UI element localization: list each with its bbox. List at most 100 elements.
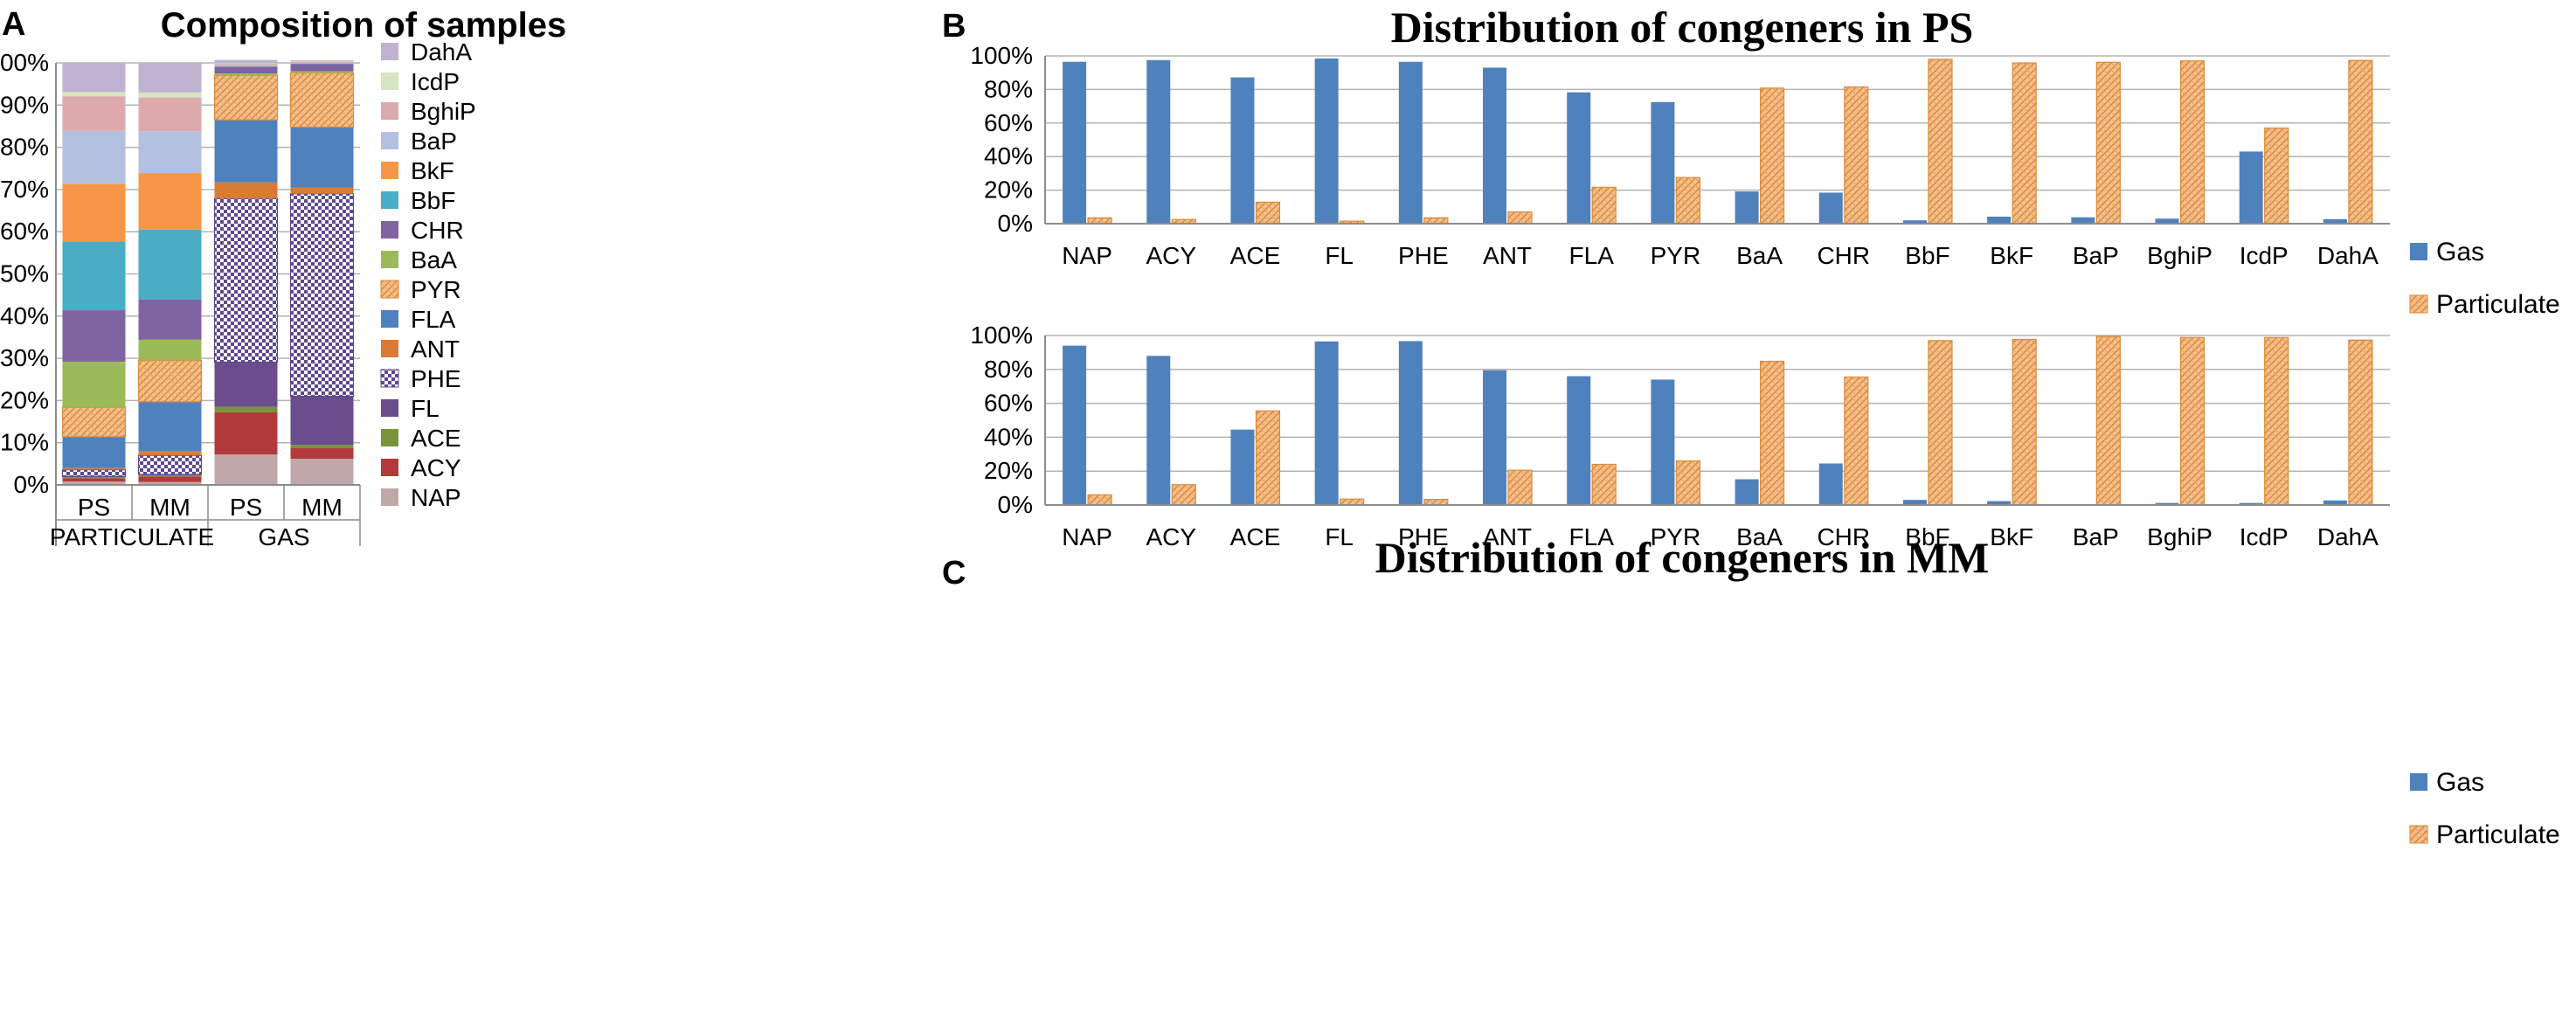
chart-b-title: Distribution of congeners in PS (1391, 3, 1974, 52)
chart-a-bar-acy (138, 476, 202, 482)
chart-a-bar-chr (62, 310, 126, 362)
chart-a-xtick-label: MM (301, 494, 343, 521)
chart-a-legend-swatch (381, 488, 398, 506)
chart-a-bar-fl (214, 362, 278, 407)
chart-c-xtick-label: DahA (2317, 523, 2379, 550)
chart-b-bar-gas (1314, 58, 1339, 224)
chart-c-xtick-label: FL (1325, 523, 1354, 550)
chart-b-legend-label: Particulate (2436, 290, 2560, 319)
chart-a-bar-nap (290, 459, 354, 485)
chart-a-bar-nap (214, 454, 278, 485)
chart-a-bar-chr (138, 299, 202, 340)
chart-b-bar-gas (1230, 77, 1255, 225)
chart-b-bar-gas (1146, 59, 1171, 224)
chart-a-bar-icdp (290, 61, 354, 62)
chart-c-bar-particulate (1928, 340, 1953, 506)
chart-a-legend-label: BghiP (411, 98, 476, 125)
chart-a-bar-bkf (290, 63, 354, 64)
chart-a-bar-bkf (138, 173, 202, 230)
chart-a-bar-fl (290, 396, 354, 446)
chart-b-bar-gas (2323, 218, 2347, 224)
chart-a-bar-baa (62, 361, 126, 408)
chart-a-bar-phe (213, 197, 279, 363)
chart-c-legend-label: Gas (2436, 768, 2484, 797)
chart-b-xtick-label: IcdP (2240, 242, 2289, 269)
chart-a-bar-baa (290, 71, 354, 73)
chart-b-bar-particulate (1507, 211, 1533, 225)
chart-b-xtick-label: CHR (1817, 242, 1870, 269)
chart-a-bar-bghip (290, 61, 354, 63)
chart-b-xtick-label: FL (1325, 242, 1354, 269)
chart-a-legend-label: FLA (411, 306, 456, 333)
chart-c-bar-gas (1063, 345, 1087, 505)
chart-a-bar-bghip (62, 96, 126, 131)
chart-b-bar-particulate (1928, 59, 1953, 225)
chart-c-xtick-label: ANT (1483, 523, 1532, 550)
chart-c-bar-gas (1314, 341, 1339, 505)
chart-a-legend-swatch (381, 399, 398, 417)
chart-b-xtick-label: PHE (1398, 242, 1449, 269)
chart-a-bar-bkf (62, 183, 126, 242)
chart-c-title: Distribution of congeners in MM (1375, 533, 1990, 582)
chart-c-xtick-label: ACY (1146, 523, 1196, 550)
chart-a-legend-swatch (381, 429, 398, 446)
chart-c-bar-gas (1146, 356, 1171, 505)
chart-c-ytick-label: 80% (984, 356, 1033, 383)
chart-a-bar-baa (138, 339, 202, 361)
chart-c-bar-particulate (1255, 410, 1281, 506)
chart-a-bar-bbf (138, 229, 202, 300)
chart-c-xtick-label: CHR (1817, 523, 1870, 550)
chart-c-xtick-label: BaP (2073, 523, 2119, 550)
chart-a-legend-label: ACE (411, 425, 461, 452)
chart-a-legend-swatch (381, 132, 398, 149)
chart-a-legend-label: NAP (411, 484, 461, 511)
chart-b-ytick-label: 0% (998, 210, 1033, 237)
chart-b-bar-particulate (1255, 201, 1281, 225)
chart-a-xtick-label: MM (149, 494, 190, 521)
chart-a-ytick-label: 80% (0, 134, 49, 161)
chart-c-legend-swatch-particulate (2409, 825, 2428, 844)
chart-c-bar-particulate (1844, 376, 1869, 506)
chart-a-ytick-label: 0% (14, 471, 49, 498)
chart-a-bar-daha (62, 63, 126, 93)
chart-a: 0% 10% 20% 30% 40% 50% 60% 70% 80% 90% 100% PS MM PS M… (0, 38, 476, 550)
chart-c-legend-label: Particulate (2436, 820, 2560, 849)
chart-b-xtick-label: BbF (1905, 242, 1949, 269)
chart-c-ytick-label: 60% (984, 390, 1033, 417)
chart-a-xtick-label: PS (230, 494, 262, 521)
chart-a-bar-ace (138, 474, 202, 477)
chart-a-legend-swatch (381, 221, 398, 239)
chart-c-bar-gas (1651, 379, 1675, 505)
chart-a-legend-swatch (381, 310, 398, 328)
chart-b-xtick-label: FLA (1569, 242, 1615, 269)
chart-a-bar-icdp (62, 92, 126, 97)
chart-c-ytick-label: 40% (984, 423, 1033, 450)
chart-c-bar-particulate (2012, 338, 2037, 506)
chart-c-xtick-label: IcdP (2240, 523, 2289, 550)
chart-b-bar-gas (1063, 61, 1087, 224)
chart-b-xtick-label: BkF (1990, 242, 2033, 269)
chart-c-xtick-label: BaA (1736, 523, 1783, 550)
chart-a-legend-swatch (380, 280, 399, 299)
chart-c-bar-particulate (2179, 336, 2206, 506)
chart-b-ytick-label: 20% (984, 176, 1033, 204)
chart-b-bar-gas (2239, 151, 2263, 224)
chart-c-bar-gas (2155, 502, 2179, 505)
chart-c-bar-particulate (1591, 463, 1617, 506)
chart-b-bar-gas (1567, 92, 1591, 224)
chart-b-ytick-label: 40% (984, 142, 1033, 170)
chart-a-legend-swatch (381, 459, 398, 476)
chart-b-bar-particulate (2095, 61, 2121, 225)
chart-b-bar-particulate (1675, 176, 1701, 225)
chart-a-legend-label: ACY (411, 454, 461, 481)
chart-a-legend-swatch (381, 102, 398, 120)
chart-c-bar-particulate (1759, 360, 1785, 506)
chart-b-bar-particulate (1844, 86, 1869, 225)
chart-a-bar-ant (62, 467, 126, 470)
chart-a-bar-bghip (138, 97, 202, 132)
chart-b-xtick-label: BaA (1736, 242, 1783, 269)
chart-a-xtick-label: PS (78, 494, 110, 521)
chart-a-ytick-label: 40% (0, 302, 49, 329)
chart-a-bar-acy (62, 478, 126, 482)
chart-a-legend-swatch (381, 191, 398, 209)
